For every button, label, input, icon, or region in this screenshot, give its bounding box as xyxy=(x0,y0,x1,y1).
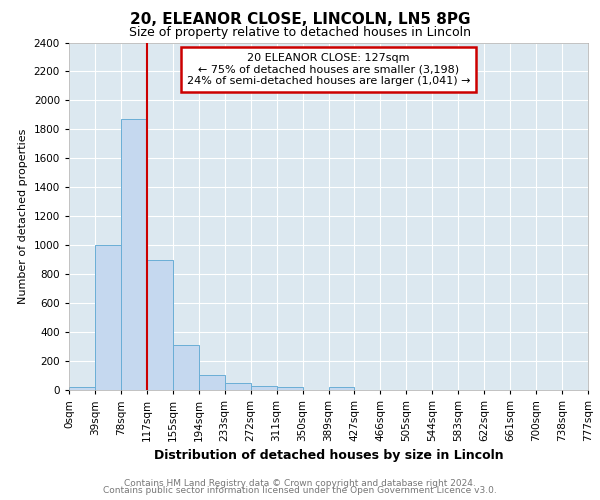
Text: 20, ELEANOR CLOSE, LINCOLN, LN5 8PG: 20, ELEANOR CLOSE, LINCOLN, LN5 8PG xyxy=(130,12,470,26)
Bar xyxy=(329,387,355,390)
Bar xyxy=(121,118,147,390)
Bar xyxy=(173,345,199,390)
Bar xyxy=(251,386,277,390)
Bar xyxy=(69,387,95,390)
Bar xyxy=(95,245,121,390)
Text: 20 ELEANOR CLOSE: 127sqm
← 75% of detached houses are smaller (3,198)
24% of sem: 20 ELEANOR CLOSE: 127sqm ← 75% of detach… xyxy=(187,53,470,86)
Bar xyxy=(147,260,173,390)
X-axis label: Distribution of detached houses by size in Lincoln: Distribution of detached houses by size … xyxy=(154,450,503,462)
Bar xyxy=(199,375,224,390)
Text: Contains HM Land Registry data © Crown copyright and database right 2024.: Contains HM Land Registry data © Crown c… xyxy=(124,478,476,488)
Bar xyxy=(277,387,302,390)
Text: Size of property relative to detached houses in Lincoln: Size of property relative to detached ho… xyxy=(129,26,471,39)
Bar xyxy=(225,384,251,390)
Text: Contains public sector information licensed under the Open Government Licence v3: Contains public sector information licen… xyxy=(103,486,497,495)
Y-axis label: Number of detached properties: Number of detached properties xyxy=(18,128,28,304)
